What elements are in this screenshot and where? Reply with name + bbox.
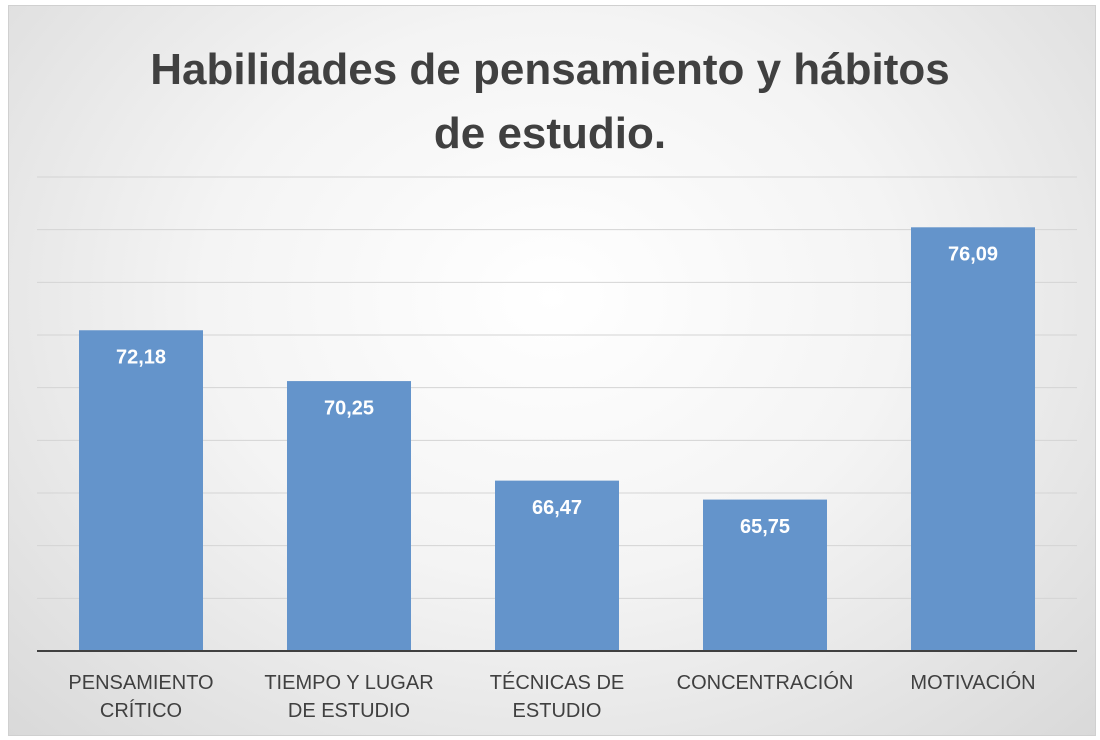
bar <box>79 330 203 651</box>
value-label: 72,18 <box>116 347 166 369</box>
x-tick-label: CONCENTRACIÓN <box>676 672 854 694</box>
value-label: 76,09 <box>948 244 998 266</box>
bar <box>703 499 827 651</box>
chart-title: Habilidades de pensamiento y hábitos de … <box>150 45 950 158</box>
bar <box>911 227 1035 651</box>
value-label: 70,25 <box>324 397 374 419</box>
x-tick-label: TÉCNICAS DE ESTUDIO <box>489 672 625 722</box>
value-label: 66,47 <box>532 497 582 519</box>
value-label: 65,75 <box>740 516 790 538</box>
bar <box>287 381 411 651</box>
x-tick-label: PENSAMIENTO CRÍTICO <box>68 672 214 722</box>
bar <box>495 480 619 651</box>
x-tick-label: MOTIVACIÓN <box>910 672 1036 694</box>
x-tick-label: TIEMPO Y LUGAR DE ESTUDIO <box>264 672 434 722</box>
